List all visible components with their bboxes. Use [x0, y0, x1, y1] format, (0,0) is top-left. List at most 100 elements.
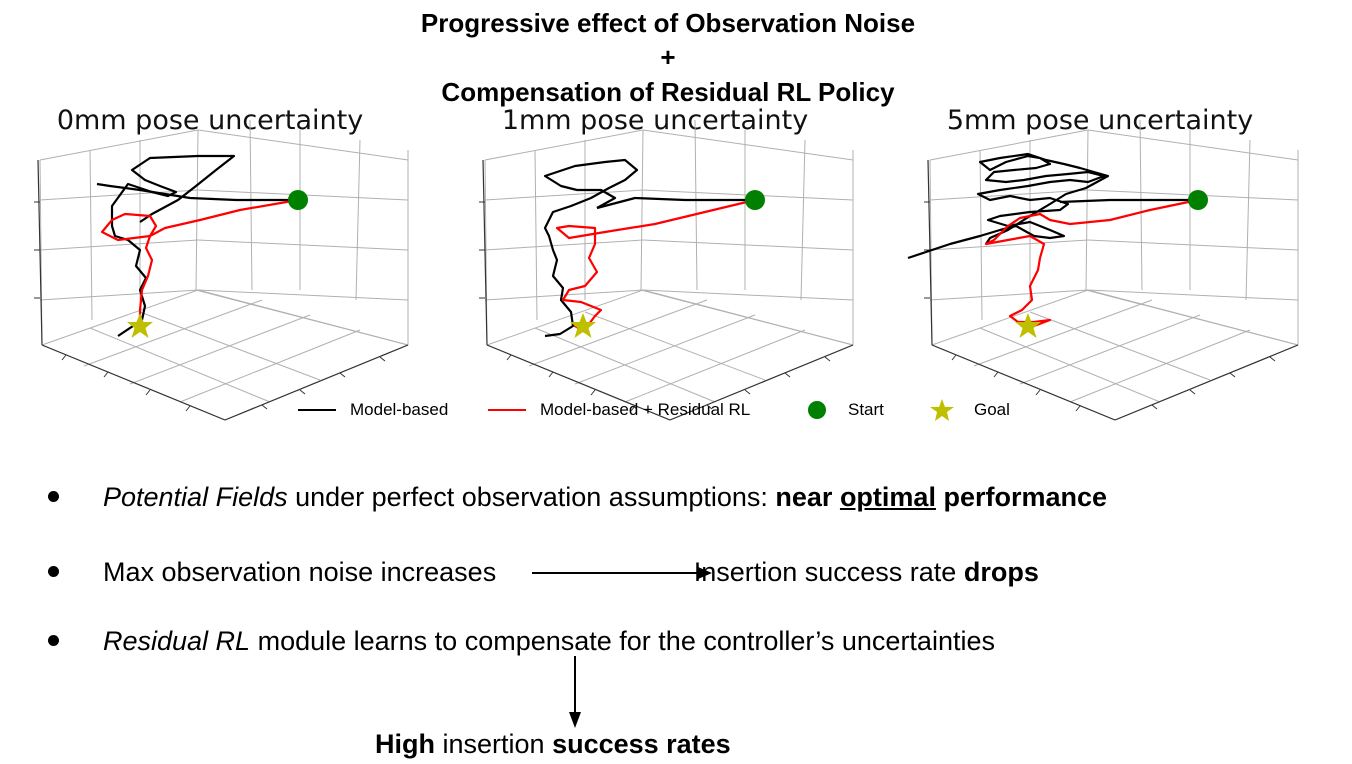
- x-axis-tick: [951, 354, 957, 361]
- right-arrow-icon: [532, 567, 712, 579]
- model-based-trajectory: [543, 158, 639, 338]
- grid-line-v: [534, 149, 538, 321]
- y-axis-tick: [744, 389, 751, 395]
- x-axis-tick: [506, 354, 512, 361]
- grid-line-v: [89, 149, 93, 321]
- grid-line-h: [1087, 289, 1299, 301]
- bullet-1-bold-end: performance: [935, 482, 1108, 512]
- grid-line-v: [249, 119, 253, 291]
- bullet-2-text: Max observation noise increases: [103, 557, 504, 587]
- plot-title-0mm: 0mm pose uncertainty: [56, 105, 364, 136]
- floor-grid-line: [129, 314, 311, 385]
- grid-line-h: [484, 189, 644, 201]
- y-axis-tick: [784, 372, 791, 378]
- floor-grid-line: [83, 299, 263, 367]
- grid-line-h: [484, 129, 644, 161]
- goal-marker: [127, 313, 153, 338]
- goal-marker: [1015, 313, 1041, 338]
- y-axis-tick: [824, 356, 831, 362]
- model-based-trajectory-segment: [96, 182, 298, 202]
- y-axis-tick: [1269, 356, 1276, 362]
- grid-line-h: [929, 129, 1089, 161]
- y-axis-line: [224, 344, 409, 421]
- legend-goal: Goal: [930, 396, 1010, 424]
- x-axis-tick: [590, 389, 596, 396]
- start-marker: [288, 190, 308, 210]
- legend-goal-label: Goal: [974, 400, 1010, 419]
- bullet-dot: [48, 491, 59, 503]
- grid-line-h: [929, 289, 1089, 301]
- legend-model-based-label: Model-based: [350, 400, 449, 419]
- start-marker: [745, 190, 765, 210]
- model-based-trajectory-segment: [596, 196, 755, 210]
- z-axis-line: [482, 159, 488, 346]
- grid-line-h: [929, 189, 1089, 201]
- grid-line-h: [931, 289, 1089, 346]
- grid-line-h: [39, 289, 199, 301]
- legend-start: Start: [806, 396, 884, 424]
- grid-line-v: [355, 139, 361, 301]
- model-based-trajectory: [907, 152, 1110, 260]
- legend-model-based: Model-based: [298, 396, 448, 424]
- x-axis-line: [486, 344, 671, 421]
- floor-grid-line: [528, 299, 708, 367]
- y-axis-line: [669, 344, 854, 421]
- x-axis-tick: [548, 371, 554, 378]
- x-axis-tick: [1035, 389, 1041, 396]
- bullet-residual-rl: Residual RL module learns to compensate …: [48, 624, 995, 658]
- trajectory-plot-0mm: [34, 119, 409, 421]
- grid-line-h: [197, 129, 409, 161]
- conclusion: High insertion success rates: [375, 727, 731, 761]
- x-axis-tick: [630, 405, 636, 412]
- y-axis-tick: [706, 404, 713, 410]
- floor-grid-line: [1085, 289, 1299, 346]
- trajectory-plot-5mm: [907, 119, 1299, 421]
- x-axis-tick: [61, 354, 67, 361]
- model-based-trajectory-segment: [1059, 198, 1198, 204]
- plot-title-1mm: 1mm pose uncertainty: [501, 105, 809, 136]
- start-circle-icon: [808, 401, 826, 419]
- conclusion-bold-1: High: [375, 729, 435, 759]
- y-axis-line: [1114, 344, 1299, 421]
- floor-grid-line: [1019, 314, 1201, 385]
- conclusion-text: insertion: [435, 729, 553, 759]
- grid-line-h: [484, 239, 644, 251]
- grid-line-h: [39, 129, 199, 161]
- y-axis-tick: [1229, 372, 1236, 378]
- x-axis-tick: [103, 371, 109, 378]
- grid-line-h: [929, 239, 1089, 251]
- grid-line-h: [486, 289, 644, 346]
- goal-marker: [570, 313, 596, 338]
- conclusion-bold-2: success rates: [552, 729, 731, 759]
- floor-grid-line: [574, 314, 756, 385]
- floor-grid-line: [1069, 329, 1251, 403]
- bullet-1-text: under perfect observation assumptions:: [287, 482, 776, 512]
- trajectory-plot-1mm: [479, 119, 854, 421]
- grid-line-h: [642, 129, 854, 161]
- grid-line-v: [195, 129, 199, 291]
- plot-title-5mm: 5mm pose uncertainty: [946, 105, 1254, 136]
- grid-line-h: [39, 239, 199, 251]
- main-title-plus: +: [660, 42, 676, 72]
- down-arrow-icon: [569, 656, 581, 728]
- legend-residual: Model-based + Residual RL: [488, 396, 750, 424]
- grid-line-v: [1085, 129, 1089, 291]
- residual-rl-trajectory: [555, 198, 756, 333]
- grid-line-v: [640, 129, 644, 291]
- model-based-trajectory: [110, 154, 236, 337]
- grid-line-v: [1245, 139, 1251, 301]
- y-axis-tick: [299, 389, 306, 395]
- z-axis-line: [37, 159, 43, 346]
- bullet-2-result: Insertion success rate: [693, 557, 964, 587]
- y-axis-tick: [1151, 404, 1158, 410]
- bullet-1-italic: Potential Fields: [103, 482, 288, 512]
- start-marker: [1188, 190, 1208, 210]
- floor-grid-line: [973, 299, 1153, 367]
- y-axis-tick: [261, 404, 268, 410]
- floor-grid-line: [640, 289, 854, 346]
- legend-residual-label: Model-based + Residual RL: [540, 400, 751, 419]
- residual-line-icon: [488, 409, 526, 411]
- bullet-observation-noise: Max observation noise increases Insertio…: [48, 555, 1039, 589]
- grid-line-v: [800, 139, 806, 301]
- bullet-dot: [48, 635, 59, 647]
